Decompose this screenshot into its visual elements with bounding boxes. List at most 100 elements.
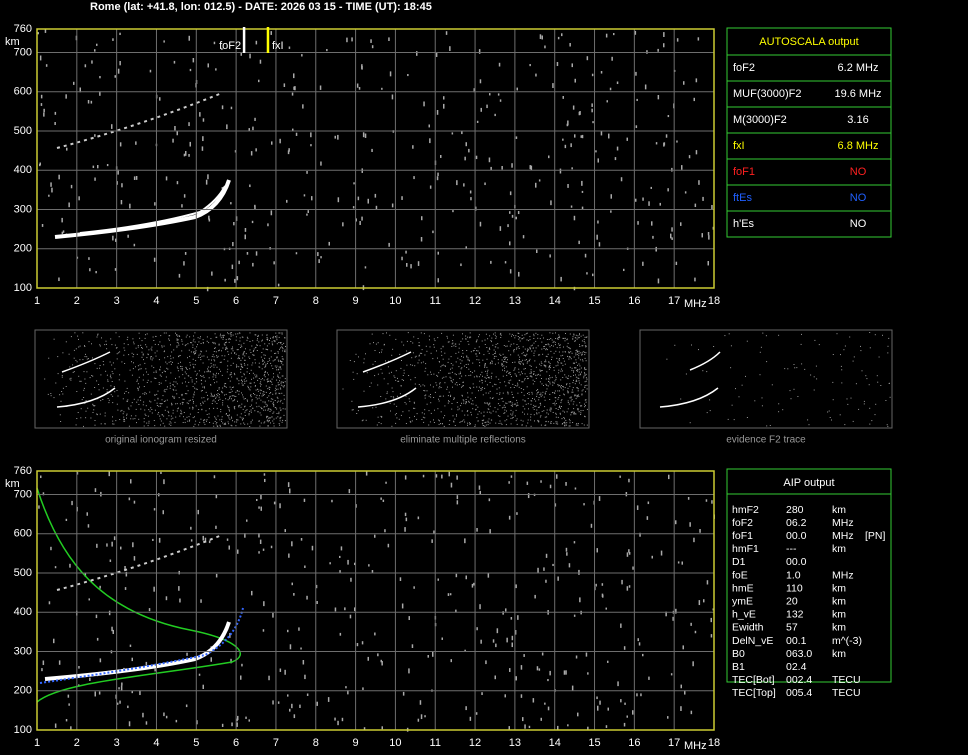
thumb-dot xyxy=(564,422,566,424)
thumb-dot xyxy=(269,417,271,419)
thumb-dot xyxy=(531,393,533,395)
thumb-dot xyxy=(567,347,569,349)
thumb-dot xyxy=(581,394,583,396)
noise-dot xyxy=(443,103,445,109)
thumb-dot xyxy=(524,334,526,336)
thumb-dot xyxy=(485,370,487,372)
thumb-dot xyxy=(771,384,773,386)
thumb-dot xyxy=(586,378,588,380)
noise-dot xyxy=(405,517,408,522)
thumb-dot xyxy=(490,340,492,342)
noise-dot xyxy=(51,187,53,193)
thumb-dot xyxy=(438,398,439,400)
noise-dot xyxy=(272,612,274,618)
thumb-dot xyxy=(574,411,575,413)
thumb-dot xyxy=(513,369,515,371)
thumb-dot xyxy=(283,398,285,400)
thumb-dot xyxy=(558,335,560,337)
thumb-dot xyxy=(544,406,546,408)
thumb-dot xyxy=(487,421,489,423)
x-tick-label: 4 xyxy=(153,737,159,749)
thumb-dot xyxy=(267,378,269,380)
noise-dot xyxy=(667,115,670,118)
thumb-dot xyxy=(746,340,748,342)
thumb-dot xyxy=(172,412,174,414)
thumb-dot xyxy=(557,364,559,366)
noise-dot xyxy=(465,575,467,580)
noise-dot xyxy=(125,571,128,577)
thumb-dot xyxy=(274,353,276,354)
thumb-dot xyxy=(532,383,534,385)
thumb-dot xyxy=(481,423,483,425)
thumb-dot xyxy=(206,356,208,358)
noise-dot xyxy=(291,92,294,96)
thumb-dot xyxy=(583,375,585,377)
noise-dot xyxy=(301,54,303,57)
thumb-dot xyxy=(547,385,549,387)
thumb-dot xyxy=(474,424,476,426)
thumb-dot xyxy=(569,420,571,422)
thumb-dot xyxy=(486,402,488,404)
thumb-dot xyxy=(254,385,256,387)
thumb-dot xyxy=(440,423,441,425)
thumb-dot xyxy=(276,357,278,359)
thumb-dot xyxy=(858,408,860,410)
thumb-dot xyxy=(424,395,426,397)
thumb-dot xyxy=(535,377,537,379)
thumb-dot xyxy=(375,343,377,345)
thumb-dot xyxy=(509,372,510,374)
noise-dot xyxy=(606,100,608,103)
thumb-dot xyxy=(250,352,252,353)
thumb-dot xyxy=(254,394,256,396)
thumb-dot xyxy=(260,399,262,401)
thumb-dot xyxy=(452,334,454,336)
thumb-dot xyxy=(376,424,378,426)
thumb-dot xyxy=(524,378,526,379)
thumb-dot xyxy=(522,399,524,401)
thumb-dot xyxy=(562,370,563,372)
thumb-dot xyxy=(495,422,497,424)
noise-dot xyxy=(632,566,634,570)
thumb-dot xyxy=(486,373,488,375)
thumb-dot xyxy=(530,425,532,427)
thumb-dot xyxy=(243,342,245,344)
thumb-dot xyxy=(139,364,141,366)
noise-dot xyxy=(578,569,580,575)
thumb-dot xyxy=(505,402,507,404)
thumb-dot xyxy=(188,416,190,418)
thumb-dot xyxy=(80,380,82,382)
thumb-dot xyxy=(229,338,231,340)
thumb-dot xyxy=(189,355,191,357)
thumb-dot xyxy=(517,332,519,334)
thumb-dot xyxy=(724,335,726,337)
thumb-dot xyxy=(177,335,179,337)
noise-dot xyxy=(671,227,673,232)
thumb-dot xyxy=(429,421,431,423)
thumb-dot xyxy=(485,377,487,379)
noise-dot xyxy=(237,715,239,721)
thumb-dot xyxy=(413,401,415,403)
thumb-dot xyxy=(254,374,256,376)
thumb-dot xyxy=(570,376,572,378)
noise-dot xyxy=(562,138,564,141)
thumb-dot xyxy=(253,393,254,394)
thumb-dot xyxy=(69,378,71,380)
thumb-dot xyxy=(540,404,542,406)
thumb-dot xyxy=(403,372,405,374)
thumb-dot xyxy=(196,388,198,390)
thumb-dot xyxy=(500,337,502,338)
thumb-dot xyxy=(537,345,539,347)
thumb-dot xyxy=(494,332,496,334)
noise-dot xyxy=(611,56,613,61)
thumb-dot xyxy=(489,405,491,407)
thumb-dot xyxy=(168,423,170,425)
thumb-dot xyxy=(390,410,391,412)
thumb-dot xyxy=(536,413,538,415)
thumb-dot xyxy=(266,337,268,339)
thumb-dot xyxy=(214,364,216,366)
thumb-dot xyxy=(388,360,390,362)
noise-dot xyxy=(178,273,181,278)
thumb-dot xyxy=(260,381,262,383)
thumb-dot xyxy=(448,400,449,402)
thumb-dot xyxy=(505,345,507,347)
